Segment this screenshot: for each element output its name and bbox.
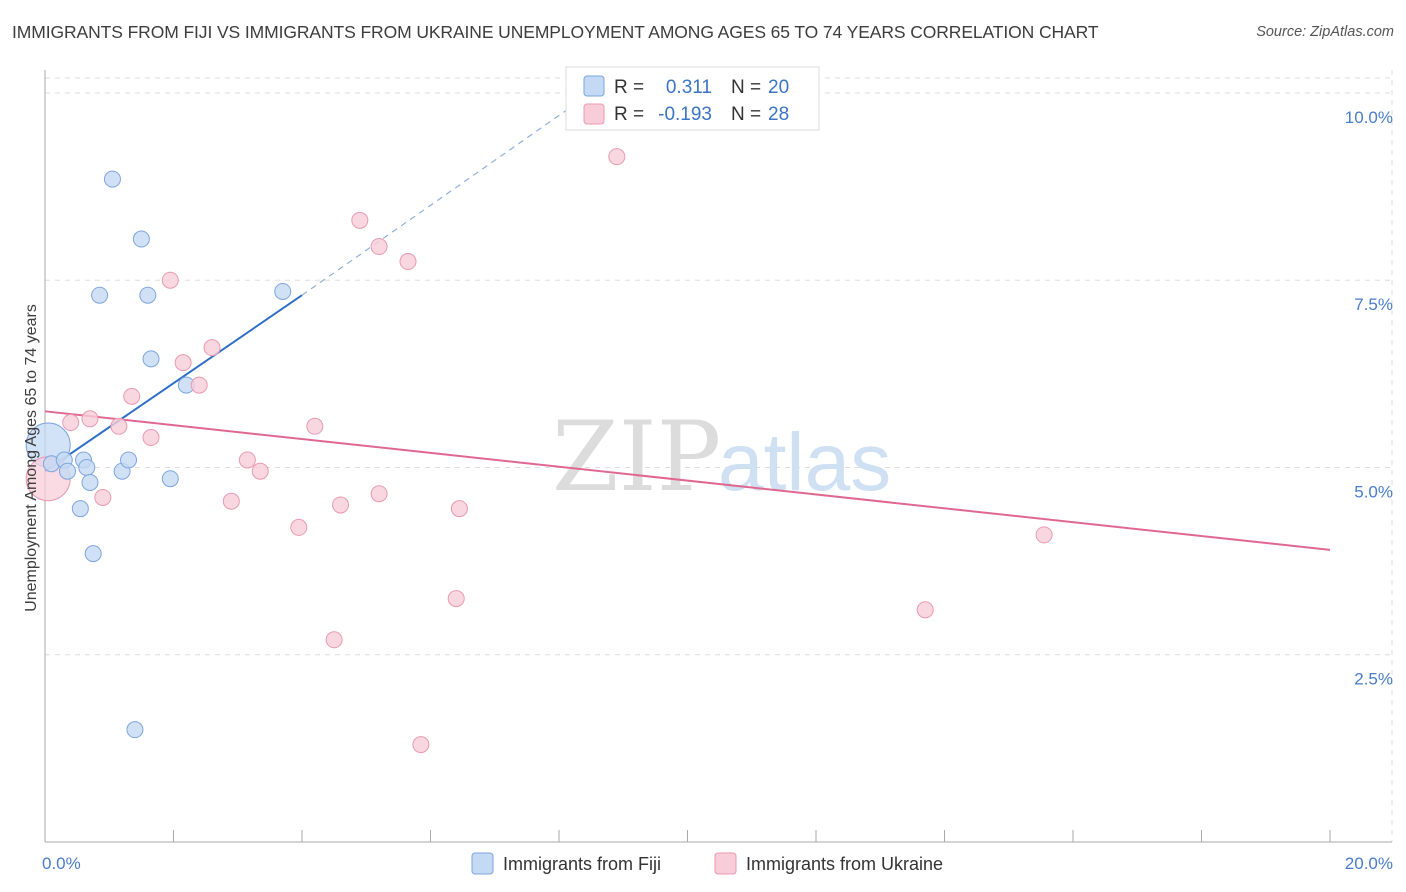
ukraine-n-label: N = <box>731 104 761 125</box>
ukraine-point <box>94 488 112 506</box>
fiji-point <box>120 451 138 469</box>
y-tick-label: 2.5% <box>1354 670 1393 689</box>
legend: Immigrants from Fiji Immigrants from Ukr… <box>471 852 943 875</box>
ukraine-swatch <box>583 103 605 125</box>
ukraine-point <box>81 410 99 428</box>
ukraine-point <box>161 271 179 289</box>
fiji-swatch <box>583 75 605 97</box>
ukraine-point <box>306 417 324 435</box>
ukraine-point <box>351 211 369 229</box>
ukraine-point <box>290 518 308 536</box>
fiji-point <box>161 470 179 488</box>
ukraine-point <box>450 500 468 518</box>
x-tick-label: 0.0% <box>42 854 81 873</box>
fiji-point <box>84 545 102 563</box>
source-credit: Source: ZipAtlas.com <box>1256 24 1394 40</box>
legend-fiji-label: Immigrants from Fiji <box>503 854 661 874</box>
ukraine-point <box>123 387 141 405</box>
y-tick-label: 5.0% <box>1354 482 1393 501</box>
ukraine-trend-line <box>44 410 1331 551</box>
fiji-trend-extension <box>301 92 592 296</box>
fiji-point <box>103 170 121 188</box>
stats-box: R = 0.311 N = 20 R = -0.193 N = 28 <box>565 66 820 131</box>
grid <box>45 70 1393 842</box>
ukraine-point <box>412 736 430 754</box>
legend-ukraine-swatch <box>714 852 737 875</box>
ukraine-point <box>332 496 350 514</box>
fiji-trend-line <box>44 294 303 473</box>
watermark-zip: ZIP <box>552 401 721 513</box>
ukraine-n-value: 28 <box>768 104 789 125</box>
y-axis-label: Unemployment Among Ages 65 to 74 years <box>23 304 40 612</box>
ukraine-point <box>399 253 417 271</box>
fiji-point <box>139 286 157 304</box>
fiji-point <box>81 473 99 491</box>
fiji-point <box>78 458 96 476</box>
ukraine-point <box>325 631 343 649</box>
ukraine-point <box>238 451 256 469</box>
data-points <box>25 148 1053 754</box>
ukraine-point <box>1035 526 1053 544</box>
fiji-n-label: N = <box>731 77 761 98</box>
ukraine-point <box>608 148 626 166</box>
ukraine-point <box>174 354 192 372</box>
ukraine-point <box>370 238 388 256</box>
fiji-point <box>274 282 292 300</box>
ukraine-r-label: R = <box>614 104 644 125</box>
ukraine-r-value: -0.193 <box>658 104 712 125</box>
fiji-point <box>71 500 89 518</box>
chart-title: IMMIGRANTS FROM FIJI VS IMMIGRANTS FROM … <box>12 22 1099 42</box>
y-tick-label: 7.5% <box>1354 295 1393 314</box>
ukraine-point <box>62 414 80 432</box>
fiji-point <box>126 721 144 739</box>
ukraine-point <box>251 462 269 480</box>
y-tick-label: 10.0% <box>1345 108 1393 127</box>
ukraine-point <box>142 429 160 447</box>
ukraine-point <box>447 590 465 608</box>
fiji-point <box>142 350 160 368</box>
fiji-r-value: 0.311 <box>666 77 712 98</box>
legend-ukraine-label: Immigrants from Ukraine <box>746 854 943 874</box>
legend-fiji-swatch <box>471 852 494 875</box>
ukraine-point <box>916 601 934 619</box>
ukraine-point <box>370 485 388 503</box>
ukraine-point <box>203 339 221 357</box>
trend-lines <box>44 92 1331 551</box>
fiji-point <box>132 230 150 248</box>
fiji-point <box>58 462 76 480</box>
x-tick-label: 20.0% <box>1345 854 1393 873</box>
ukraine-point <box>222 492 240 510</box>
watermark-atlas: atlas <box>718 417 891 508</box>
fiji-n-value: 20 <box>768 77 789 98</box>
ukraine-point <box>110 417 128 435</box>
ukraine-point <box>190 376 208 394</box>
fiji-r-label: R = <box>614 77 644 98</box>
fiji-point <box>91 286 109 304</box>
